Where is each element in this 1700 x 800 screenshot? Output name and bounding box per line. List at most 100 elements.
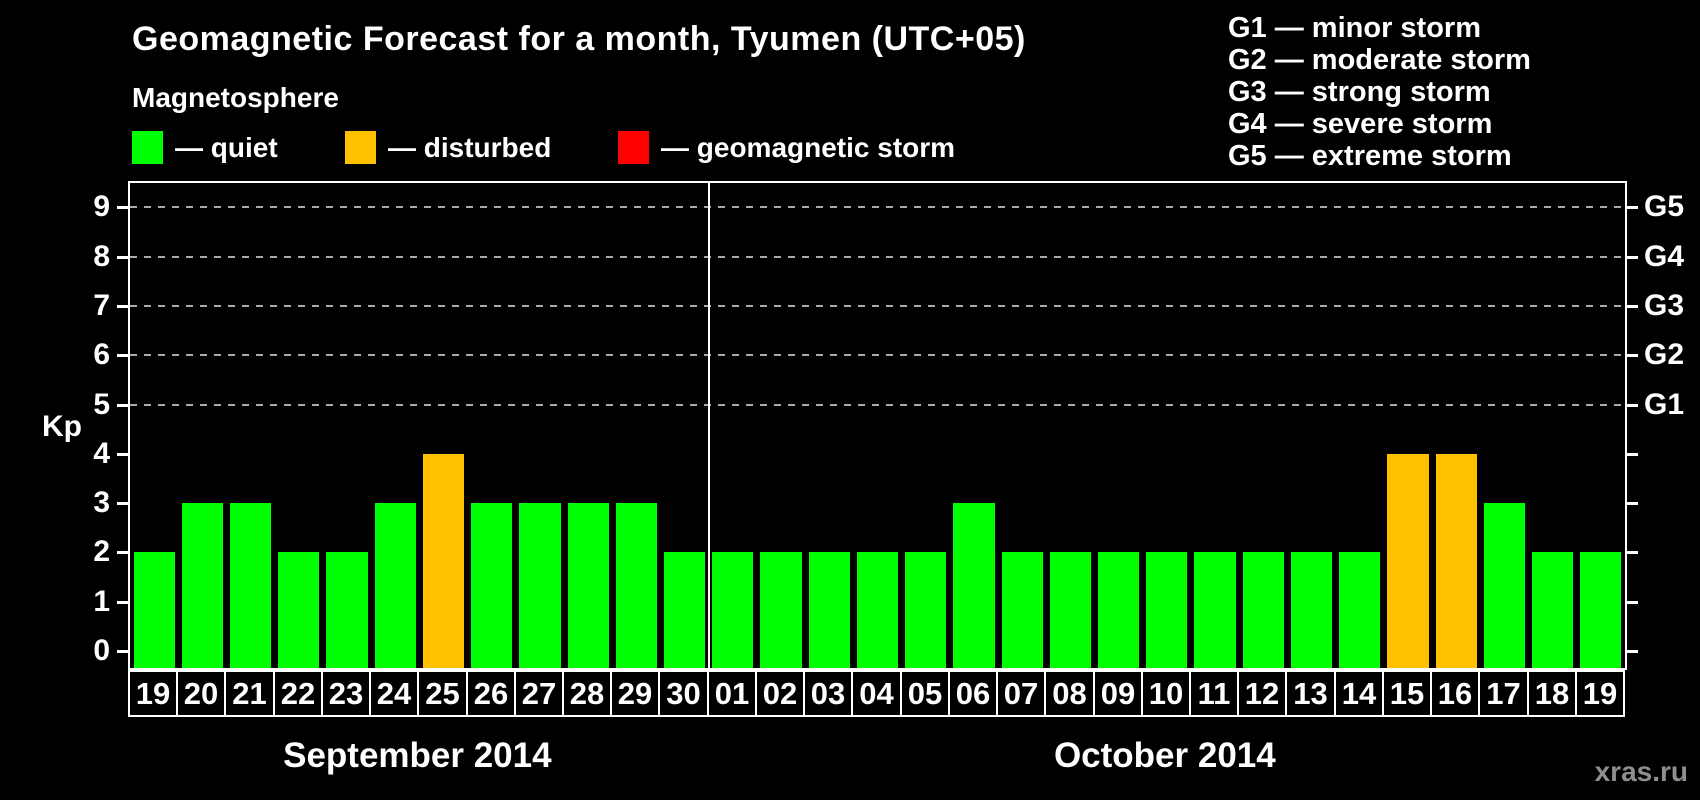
g-axis-label-g2: G2 [1644, 338, 1685, 372]
day-cell-29: 29 [610, 670, 660, 717]
legend-label-disturbed: — disturbed [388, 131, 552, 163]
day-cell-15: 15 [1382, 670, 1432, 717]
storm-swatch [618, 131, 649, 164]
magnetosphere-heading: Magnetosphere [132, 82, 339, 113]
day-cell-19: 19 [1575, 670, 1625, 717]
kp-bar-september-28 [567, 503, 609, 668]
kp-bar-september-19 [133, 552, 175, 668]
right-axis-tick [1627, 255, 1638, 259]
right-axis-tick [1627, 304, 1638, 308]
g-scale-legend-line: G1 — minor storm [1228, 12, 1481, 44]
kp-bar-october-18 [1532, 552, 1574, 668]
day-cell-30: 30 [658, 670, 709, 717]
g-axis-label-g5: G5 [1644, 190, 1685, 224]
y-tick-label: 9 [93, 190, 110, 224]
kp-bar-september-29 [615, 503, 657, 668]
day-cell-23: 23 [321, 670, 371, 717]
month-label: September 2014 [283, 736, 552, 775]
kp-bar-october-15 [1387, 453, 1429, 668]
legend-label-quiet: — quiet [175, 131, 278, 163]
chart-title: Geomagnetic Forecast for a month, Tyumen… [132, 20, 1026, 58]
g-axis-label-g3: G3 [1644, 288, 1685, 322]
kp-bar-october-10 [1146, 552, 1188, 668]
day-cell-18: 18 [1527, 670, 1577, 717]
kp-bar-october-11 [1194, 552, 1236, 668]
watermark-link[interactable]: xras.ru [1594, 756, 1688, 787]
y-tick-label: 0 [93, 634, 110, 667]
left-axis-tick [117, 304, 128, 308]
quiet-swatch [132, 131, 163, 164]
day-cell-11: 11 [1189, 670, 1239, 717]
legend-label-storm: — geomagnetic storm [661, 131, 956, 163]
day-cell-09: 09 [1093, 670, 1143, 717]
kp-bar-october-07 [1001, 552, 1043, 668]
kp-bar-september-20 [181, 503, 223, 668]
left-axis-tick [117, 255, 128, 259]
kp-bar-october-08 [1049, 552, 1091, 668]
gridline-kp-8 [130, 255, 1625, 258]
plot-area [128, 181, 1627, 670]
kp-bar-september-23 [326, 552, 368, 668]
day-cell-02: 02 [755, 670, 805, 717]
gridline-kp-7 [130, 304, 1625, 307]
day-cell-03: 03 [803, 670, 853, 717]
day-cell-17: 17 [1478, 670, 1529, 717]
kp-bar-october-09 [1098, 552, 1140, 668]
left-axis-tick [117, 600, 128, 604]
kp-bar-september-22 [278, 552, 320, 668]
legend-item-quiet: — quiet [132, 131, 278, 164]
right-axis-tick [1627, 354, 1638, 358]
kp-bar-october-03 [808, 552, 850, 668]
kp-bar-september-25 [422, 453, 465, 668]
g-scale-legend-line: G3 — strong storm [1228, 76, 1491, 108]
legend-item-disturbed: — disturbed [345, 131, 551, 164]
kp-bar-october-12 [1242, 552, 1284, 668]
day-cell-01: 01 [707, 670, 757, 717]
day-cell-06: 06 [948, 670, 998, 717]
day-cell-26: 26 [466, 670, 516, 717]
kp-bar-october-14 [1339, 552, 1381, 668]
y-tick-label: 6 [93, 338, 110, 372]
g-axis-label-g4: G4 [1644, 239, 1685, 273]
right-axis-tick [1627, 551, 1638, 555]
day-cell-19: 19 [128, 670, 178, 717]
legend-item-storm: — geomagnetic storm [618, 131, 955, 164]
kp-bar-october-17 [1483, 503, 1526, 668]
kp-bar-september-21 [229, 503, 272, 668]
kp-bar-october-13 [1290, 552, 1333, 668]
right-axis-tick [1627, 452, 1638, 456]
left-axis-tick [117, 502, 128, 506]
disturbed-swatch [345, 131, 376, 164]
day-cell-16: 16 [1430, 670, 1480, 717]
kp-bar-october-16 [1435, 453, 1477, 668]
g-axis-label-g1: G1 [1644, 387, 1685, 421]
right-axis-tick [1627, 650, 1638, 653]
day-cell-20: 20 [176, 670, 226, 717]
y-tick-label: 3 [93, 486, 110, 520]
gridline-kp-9 [130, 206, 1625, 209]
day-cell-13: 13 [1285, 670, 1336, 717]
y-tick-label: 8 [93, 239, 110, 273]
left-axis-tick [117, 403, 128, 407]
kp-bar-october-01 [712, 552, 754, 668]
left-axis-tick [117, 551, 128, 555]
day-cell-27: 27 [514, 670, 564, 717]
right-axis-tick [1627, 206, 1638, 210]
right-axis-tick [1627, 600, 1638, 604]
g-scale-legend-line: G5 — extreme storm [1228, 140, 1512, 172]
y-tick-label: 1 [93, 584, 110, 618]
day-cell-14: 14 [1334, 670, 1384, 717]
day-cell-12: 12 [1237, 670, 1287, 717]
kp-bar-october-02 [760, 552, 802, 668]
left-axis-tick [117, 354, 128, 358]
gridline-kp-5 [130, 403, 1625, 406]
y-tick-label: 7 [93, 288, 110, 322]
right-axis-tick [1627, 403, 1638, 407]
month-label: October 2014 [1053, 736, 1276, 775]
g-scale-legend: G1 — minor storm G2 — moderate storm G3 — … [1228, 12, 1531, 172]
day-cell-07: 07 [996, 670, 1046, 717]
gridline-kp-6 [130, 354, 1625, 357]
kp-bar-september-27 [519, 503, 561, 668]
kp-bar-october-19 [1580, 552, 1622, 668]
